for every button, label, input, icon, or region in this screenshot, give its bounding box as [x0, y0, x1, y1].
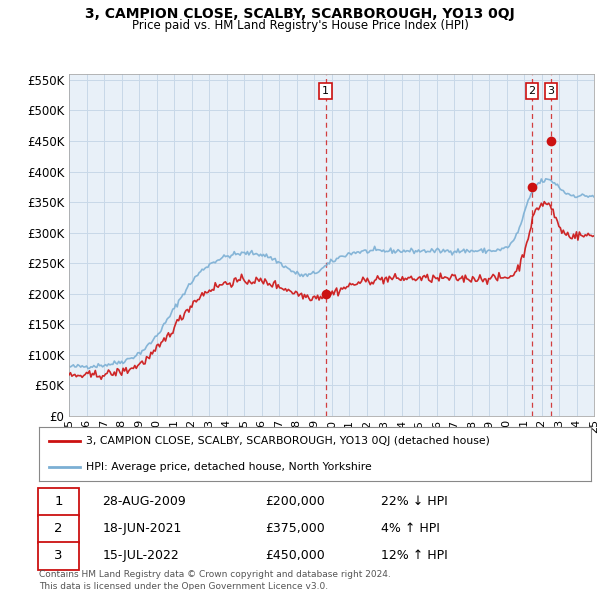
Text: Price paid vs. HM Land Registry's House Price Index (HPI): Price paid vs. HM Land Registry's House … — [131, 19, 469, 32]
Text: 22% ↓ HPI: 22% ↓ HPI — [381, 495, 448, 508]
Text: £200,000: £200,000 — [265, 495, 325, 508]
FancyBboxPatch shape — [38, 488, 79, 516]
Text: 1: 1 — [322, 86, 329, 96]
Text: 3: 3 — [547, 86, 554, 96]
FancyBboxPatch shape — [38, 542, 79, 570]
Text: 4% ↑ HPI: 4% ↑ HPI — [381, 522, 440, 535]
Text: Contains HM Land Registry data © Crown copyright and database right 2024.
This d: Contains HM Land Registry data © Crown c… — [39, 570, 391, 590]
Text: £450,000: £450,000 — [265, 549, 325, 562]
Text: 3, CAMPION CLOSE, SCALBY, SCARBOROUGH, YO13 0QJ: 3, CAMPION CLOSE, SCALBY, SCARBOROUGH, Y… — [85, 7, 515, 21]
Text: 18-JUN-2021: 18-JUN-2021 — [103, 522, 182, 535]
Text: 15-JUL-2022: 15-JUL-2022 — [103, 549, 179, 562]
Text: £375,000: £375,000 — [265, 522, 325, 535]
Text: 28-AUG-2009: 28-AUG-2009 — [103, 495, 186, 508]
FancyBboxPatch shape — [38, 515, 79, 543]
Text: HPI: Average price, detached house, North Yorkshire: HPI: Average price, detached house, Nort… — [86, 463, 371, 472]
Text: 3: 3 — [54, 549, 62, 562]
Text: 3, CAMPION CLOSE, SCALBY, SCARBOROUGH, YO13 0QJ (detached house): 3, CAMPION CLOSE, SCALBY, SCARBOROUGH, Y… — [86, 436, 490, 446]
Text: 2: 2 — [529, 86, 536, 96]
Text: 1: 1 — [54, 495, 62, 508]
Text: 2: 2 — [54, 522, 62, 535]
Text: 12% ↑ HPI: 12% ↑ HPI — [381, 549, 448, 562]
